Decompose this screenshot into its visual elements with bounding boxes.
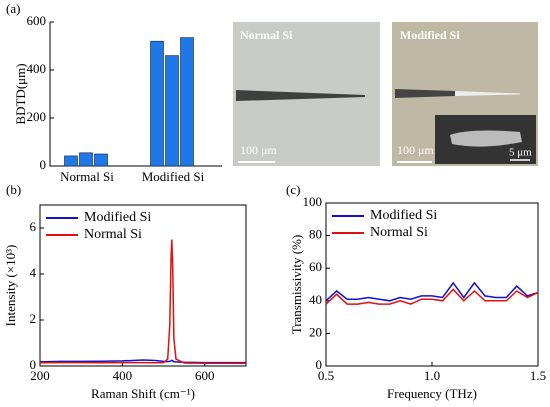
y-tick-label: 600 (27, 13, 47, 28)
y-tick-label: 6 (30, 219, 37, 234)
y-axis-label: Transmissivity (%) (289, 235, 304, 335)
legend-label: Modified Si (370, 208, 437, 223)
x-tick-label: Modified Si (142, 169, 205, 184)
y-tick-label: 80 (309, 227, 322, 242)
bar (64, 155, 78, 167)
x-tick-label: 400 (113, 368, 133, 383)
scale-label: 100 μm (240, 143, 277, 157)
y-axis-label: Intensity (×10³) (3, 245, 18, 327)
series-line (325, 288, 539, 305)
bar (79, 152, 93, 167)
series-line (39, 239, 246, 364)
x-tick-label: 1.5 (530, 368, 546, 383)
y-tick-label: 4 (30, 265, 37, 280)
x-axis-label: Raman Shift (cm⁻¹) (91, 386, 195, 401)
legend-label: Normal Si (84, 227, 142, 242)
bar (150, 40, 164, 167)
x-tick-label: 0.5 (318, 368, 334, 383)
micrograph: Modified Si 100 μm 5 μm (392, 22, 538, 166)
y-tick-label: 0 (316, 357, 323, 372)
scale-label: 5 μm (509, 147, 532, 159)
plot-frame (325, 202, 539, 367)
panel-label: (b) (6, 182, 21, 197)
y-tick-label: 0 (40, 157, 47, 172)
plot-frame (39, 204, 247, 367)
legend-label: Normal Si (370, 225, 428, 240)
image-label: Modified Si (400, 28, 460, 42)
image-label: Normal Si (240, 28, 293, 42)
x-tick-label: Normal Si (60, 169, 114, 184)
axis-line (49, 22, 222, 167)
x-tick-label: 1.0 (424, 368, 440, 383)
x-tick-label: 200 (30, 368, 50, 383)
y-tick-label: 60 (309, 259, 322, 274)
y-tick-label: 2 (30, 311, 37, 326)
y-tick-label: 20 (309, 324, 322, 339)
bar (180, 37, 194, 167)
panel-label: (a) (6, 1, 20, 16)
bar (94, 153, 108, 167)
x-tick-label: 600 (195, 368, 215, 383)
y-tick-label: 100 (303, 194, 323, 209)
y-tick-label: 40 (309, 292, 322, 307)
y-tick-label: 200 (27, 109, 47, 124)
y-tick-label: 400 (27, 61, 47, 76)
legend-label: Modified Si (84, 210, 151, 225)
panel-label: (c) (286, 182, 300, 197)
y-axis-label: BDTD(μm) (13, 63, 28, 124)
series-line (325, 281, 539, 302)
bar (165, 55, 179, 167)
y-tick-label: 0 (30, 357, 37, 372)
scale-label: 100 μm (397, 143, 434, 157)
x-axis-label: Frequency (THz) (387, 386, 477, 401)
micrograph: Normal Si 100 μm (233, 22, 380, 166)
